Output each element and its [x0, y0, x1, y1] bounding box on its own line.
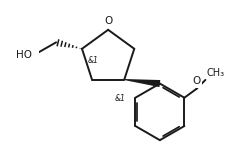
Text: O: O — [192, 76, 201, 86]
Text: &1: &1 — [88, 56, 99, 65]
Text: &1: &1 — [115, 94, 126, 103]
Text: HO: HO — [16, 50, 32, 60]
Text: O: O — [104, 16, 112, 26]
Polygon shape — [124, 79, 160, 87]
Text: CH₃: CH₃ — [206, 68, 224, 78]
